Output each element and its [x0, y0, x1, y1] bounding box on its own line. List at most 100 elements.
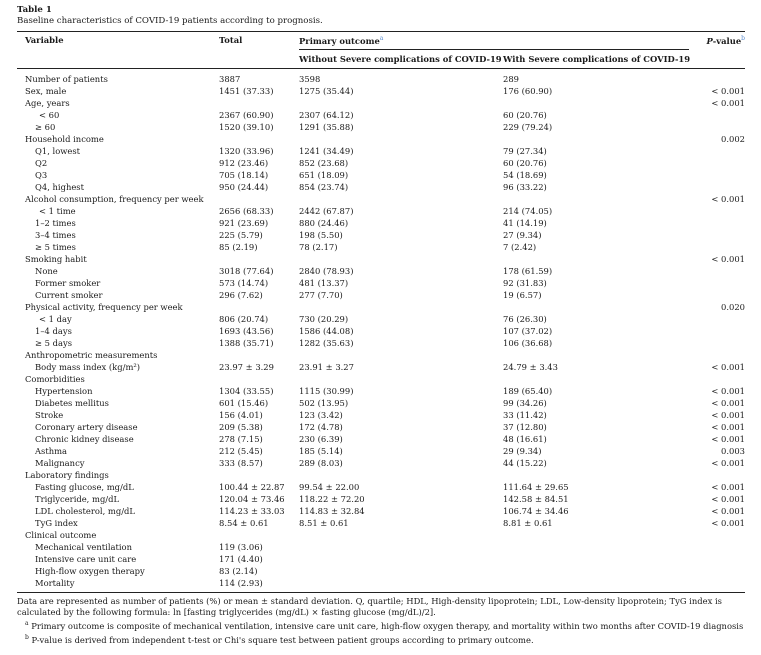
row-label: ≥ 5 days — [35, 338, 73, 348]
cell-total: 212 (5.45) — [219, 446, 263, 456]
cell-without: 78 (2.17) — [299, 242, 338, 252]
cell-without: 185 (5.14) — [299, 446, 343, 456]
cell-total: 85 (2.19) — [219, 242, 258, 252]
cell-p-value — [689, 349, 745, 361]
cell-with: 33 (11.42) — [503, 410, 547, 420]
cell-p-value: 0.003 — [721, 446, 745, 456]
header-primary-outcome: Primary outcomea — [299, 31, 689, 50]
cell-p-value — [689, 337, 745, 349]
cell-without: 2840 (78.93) — [299, 266, 354, 276]
cell-without: 2442 (67.87) — [299, 206, 354, 216]
row-label: Triglyceride, mg/dL — [35, 494, 120, 504]
row-label: Asthma — [35, 446, 68, 456]
footnote-ref-b[interactable]: b — [741, 35, 745, 42]
table-row: ≥ 60 1520 (39.10) 1291 (35.88) 229 (79.24) — [17, 121, 745, 133]
cell-total: 3018 (77.64) — [219, 266, 274, 276]
table-row: ≥ 5 times 85 (2.19) 78 (2.17) 7 (2.42) — [17, 241, 745, 253]
table-row: Fasting glucose, mg/dL 100.44 ± 22.87 99.5… — [17, 481, 745, 493]
cell-without: 502 (13.95) — [299, 398, 349, 408]
cell-p-value — [689, 145, 745, 157]
table-row: None 3018 (77.64) 2840 (78.93) 178 (61.59) — [17, 265, 745, 277]
cell-total: 806 (20.74) — [219, 314, 269, 324]
row-label: Physical activity, frequency per week — [25, 302, 183, 312]
cell-without: 23.91 ± 3.27 — [299, 362, 354, 372]
cell-p-value: < 0.001 — [711, 410, 745, 420]
table-row: Asthma 212 (5.45) 185 (5.14) 29 (9.34) 0.003 — [17, 445, 745, 457]
footnote-a-mark: a — [25, 620, 29, 627]
row-label: Stroke — [35, 410, 64, 420]
cell-p-value — [689, 313, 745, 325]
cell-without — [299, 301, 503, 313]
cell-with: 60 (20.76) — [503, 110, 547, 120]
cell-total: 333 (8.57) — [219, 458, 263, 468]
table-row: Sex, male 1451 (37.33) 1275 (35.44) 176 (60… — [17, 85, 745, 97]
header-primary-outcome-label: Primary outcome — [299, 35, 380, 46]
cell-p-value: < 0.001 — [711, 494, 745, 504]
header-p-value: P-valueb — [689, 31, 745, 69]
cell-total: 601 (15.46) — [219, 398, 269, 408]
cell-without: 880 (24.46) — [299, 218, 349, 228]
cell-total: 296 (7.62) — [219, 290, 263, 300]
cell-total: 950 (24.44) — [219, 182, 269, 192]
table-row: Current smoker 296 (7.62) 277 (7.70) 19 (6.… — [17, 289, 745, 301]
cell-with: 54 (18.69) — [503, 170, 547, 180]
cell-p-value — [689, 69, 745, 86]
row-label: Comorbidities — [25, 374, 85, 384]
cell-with: 142.58 ± 84.51 — [503, 494, 569, 504]
cell-without: 854 (23.74) — [299, 182, 349, 192]
row-label: Current smoker — [35, 290, 103, 300]
footnote-b-mark: b — [25, 633, 29, 641]
cell-without: 198 (5.50) — [299, 230, 343, 240]
table-row: Former smoker 573 (14.74) 481 (13.37) 92 (3… — [17, 277, 745, 289]
cell-p-value — [689, 529, 745, 541]
cell-total: 278 (7.15) — [219, 434, 263, 444]
cell-p-value — [689, 205, 745, 217]
footnote-ref-a[interactable]: a — [379, 35, 384, 43]
cell-with — [503, 469, 689, 481]
table-row: Mechanical ventilation 119 (3.06) — [17, 541, 745, 553]
cell-without: 1586 (44.08) — [299, 326, 354, 336]
cell-with: 29 (9.34) — [503, 446, 542, 456]
row-label: High-flow oxygen therapy — [35, 566, 145, 576]
table-row: Smoking habit < 0.001 — [17, 253, 745, 265]
table-row: Hypertension 1304 (33.55) 1115 (30.99) 189 … — [17, 385, 745, 397]
table-row: 3–4 times 225 (5.79) 198 (5.50) 27 (9.34) — [17, 229, 745, 241]
row-label: 1–4 days — [35, 326, 72, 336]
table-row: Laboratory findings — [17, 469, 745, 481]
cell-p-value — [689, 541, 745, 553]
cell-without — [299, 469, 503, 481]
row-label: Laboratory findings — [25, 470, 109, 480]
cell-with — [503, 541, 689, 553]
cell-p-value: < 0.001 — [711, 386, 745, 396]
cell-total: 573 (14.74) — [219, 278, 269, 288]
cell-total — [219, 349, 299, 361]
cell-without: 1282 (35.63) — [299, 338, 354, 348]
cell-total: 912 (23.46) — [219, 158, 269, 168]
row-label: Mechanical ventilation — [35, 542, 132, 552]
table-row: TyG index 8.54 ± 0.61 8.51 ± 0.61 8.81 ± 0.… — [17, 517, 745, 529]
cell-without — [299, 577, 503, 593]
table-row: Diabetes mellitus 601 (15.46) 502 (13.95) 9… — [17, 397, 745, 409]
row-label: Body mass index (kg/m²) — [35, 362, 141, 372]
row-label: LDL cholesterol, mg/dL — [35, 506, 135, 516]
cell-total: 3887 — [219, 74, 241, 84]
row-label: 1–2 times — [35, 218, 76, 228]
table-number: Table 1 — [17, 5, 52, 15]
cell-without — [299, 565, 503, 577]
cell-total: 225 (5.79) — [219, 230, 263, 240]
cell-without: 852 (23.68) — [299, 158, 349, 168]
cell-without: 651 (18.09) — [299, 170, 349, 180]
table-row: Intensive care unit care 171 (4.40) — [17, 553, 745, 565]
row-label: None — [35, 266, 58, 276]
cell-with: 60 (20.76) — [503, 158, 547, 168]
table-row: < 1 time 2656 (68.33) 2442 (67.87) 214 (74.… — [17, 205, 745, 217]
cell-total: 1304 (33.55) — [219, 386, 274, 396]
cell-total: 119 (3.06) — [219, 542, 263, 552]
cell-without — [299, 97, 503, 109]
cell-with — [503, 565, 689, 577]
cell-with — [503, 301, 689, 313]
cell-with — [503, 529, 689, 541]
cell-p-value: < 0.001 — [711, 86, 745, 96]
table-row: Malignancy 333 (8.57) 289 (8.03) 44 (15.22)… — [17, 457, 745, 469]
cell-with — [503, 133, 689, 145]
